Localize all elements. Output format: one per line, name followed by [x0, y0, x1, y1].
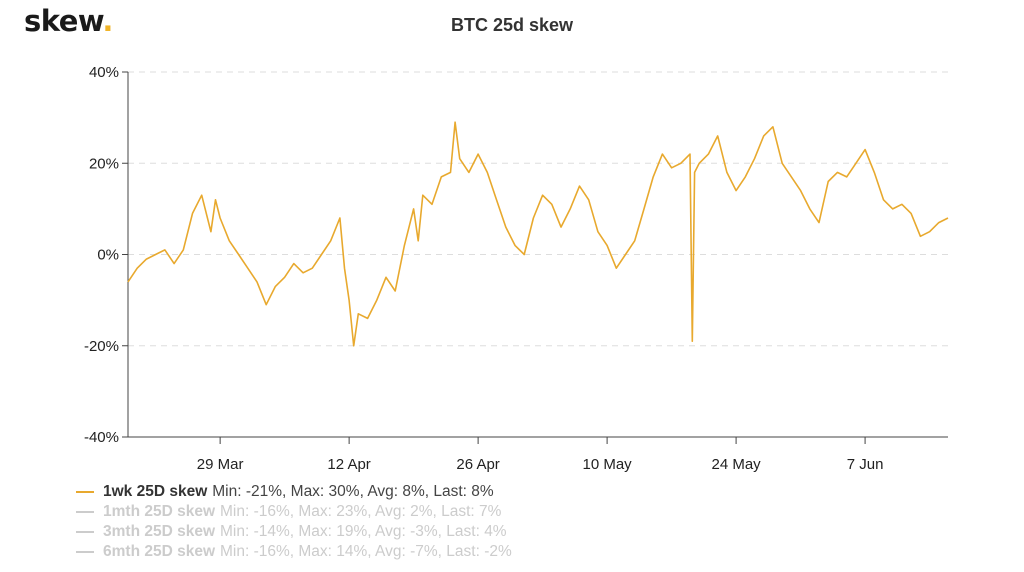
legend-swatch	[76, 531, 94, 533]
legend-swatch	[76, 551, 94, 553]
legend-series-name: 1mth 25D skew	[103, 503, 215, 520]
skew-line-chart: 40% 20% 0% -20% -40% 29 Mar 12 Apr 26 Apr 10 Ma…	[84, 64, 949, 473]
legend-item[interactable]: 1wk 25D skew Min: -21%, Max: 30%, Avg: 8%…	[76, 482, 512, 502]
legend-swatch	[76, 511, 94, 513]
x-tick-label: 29 Mar	[197, 456, 244, 473]
legend-series-name: 3mth 25D skew	[103, 523, 215, 540]
legend-item[interactable]: 3mth 25D skew Min: -14%, Max: 19%, Avg: -…	[76, 522, 512, 542]
series-lines	[127, 121, 949, 347]
x-tick-label: 26 Apr	[456, 456, 499, 473]
x-tick-label: 10 May	[582, 456, 632, 473]
series-line-1wk-25d-skew	[127, 121, 949, 347]
legend-series-name: 6mth 25D skew	[103, 543, 215, 560]
chart-title: BTC 25d skew	[450, 15, 574, 35]
x-tick-label: 24 May	[711, 456, 761, 473]
x-tick-label: 12 Apr	[327, 456, 370, 473]
grid-lines	[128, 71, 948, 347]
skew-logo: skew.	[24, 4, 113, 38]
chart-legend: 1wk 25D skew Min: -21%, Max: 30%, Avg: 8%…	[76, 482, 512, 562]
y-tick-label: -40%	[84, 429, 119, 446]
y-tick-label: 40%	[89, 64, 119, 81]
y-axis-ticks: 40% 20% 0% -20% -40%	[84, 64, 128, 446]
legend-series-stats: Min: -16%, Max: 14%, Avg: -7%, Last: -2%	[220, 543, 512, 560]
legend-series-stats: Min: -21%, Max: 30%, Avg: 8%, Last: 8%	[212, 483, 494, 500]
legend-item[interactable]: 1mth 25D skew Min: -16%, Max: 23%, Avg: 2…	[76, 502, 512, 522]
x-axis-ticks: 29 Mar 12 Apr 26 Apr 10 May 24 May 7 Jun	[197, 437, 884, 473]
legend-item[interactable]: 6mth 25D skew Min: -16%, Max: 14%, Avg: -…	[76, 542, 512, 562]
legend-series-stats: Min: -16%, Max: 23%, Avg: 2%, Last: 7%	[220, 503, 502, 520]
legend-swatch	[76, 491, 94, 493]
x-tick-label: 7 Jun	[847, 456, 884, 473]
y-tick-label: 20%	[89, 155, 119, 172]
y-tick-label: 0%	[97, 247, 119, 264]
legend-series-stats: Min: -14%, Max: 19%, Avg: -3%, Last: 4%	[220, 523, 507, 540]
y-tick-label: -20%	[84, 338, 119, 355]
legend-series-name: 1wk 25D skew	[103, 483, 208, 500]
